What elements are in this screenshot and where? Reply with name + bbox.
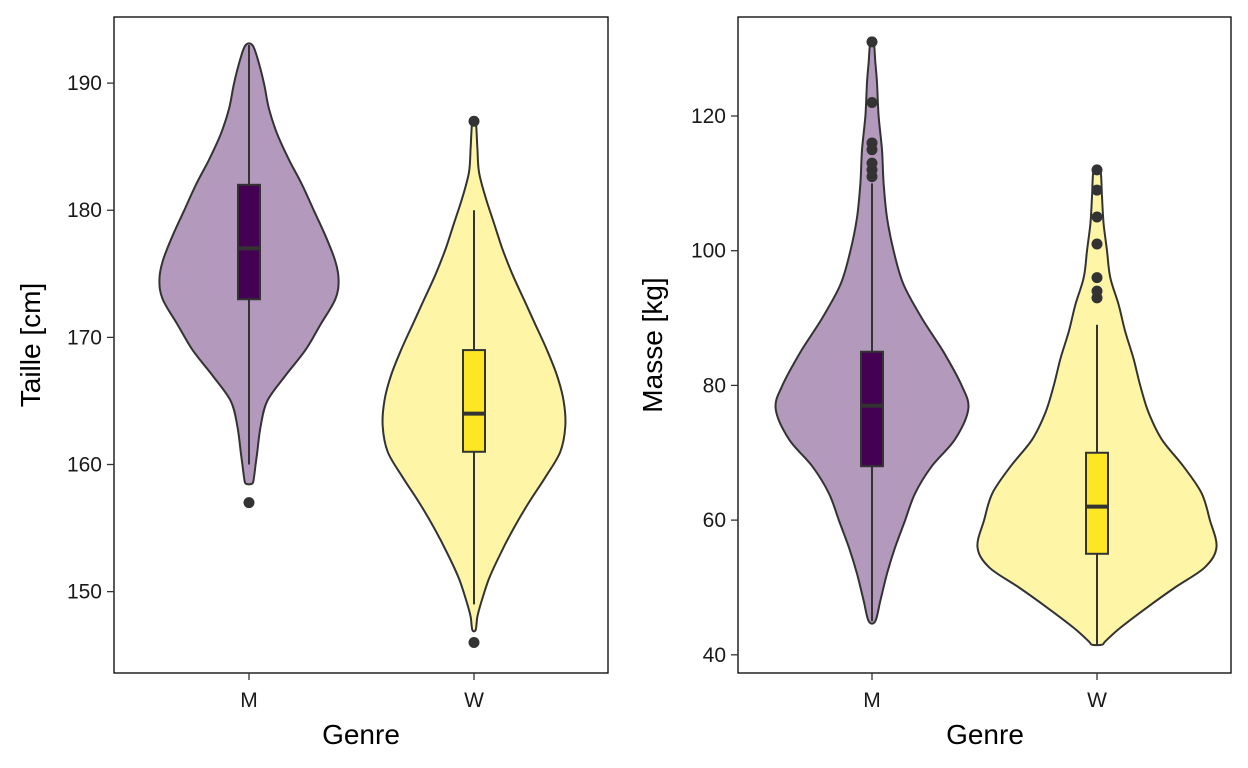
x-tick-label: W bbox=[464, 689, 484, 712]
outlier-point bbox=[866, 36, 878, 48]
outlier-point bbox=[468, 636, 480, 648]
x-axis-title: Genre bbox=[322, 719, 400, 750]
outlier-point bbox=[1091, 211, 1103, 223]
box-W bbox=[462, 349, 486, 453]
box-W bbox=[1085, 451, 1109, 555]
y-tick-label: 40 bbox=[703, 644, 726, 667]
outlier-point bbox=[1091, 184, 1103, 196]
panel-masse: 40 60 80 100 120 M W Genre Masse [kg] bbox=[637, 16, 1232, 750]
y-tick-label: 170 bbox=[67, 326, 102, 349]
outlier-point bbox=[1091, 164, 1103, 176]
outlier-point bbox=[1091, 238, 1103, 250]
y-tick-label: 150 bbox=[67, 581, 102, 604]
y-tick-label: 160 bbox=[67, 454, 102, 477]
y-tick-label: 180 bbox=[67, 199, 102, 222]
outlier-point bbox=[468, 115, 480, 127]
y-tick-label: 100 bbox=[691, 240, 726, 263]
y-tick-label: 60 bbox=[703, 509, 726, 532]
outlier-point bbox=[1091, 285, 1103, 297]
y-axis-title: Taille [cm] bbox=[15, 283, 46, 407]
outlier-point bbox=[866, 157, 878, 169]
outlier-point bbox=[866, 137, 878, 149]
panel-taille: 150 160 170 180 190 M W Genre Taille [cm] bbox=[15, 16, 609, 750]
y-tick-label: 120 bbox=[691, 105, 726, 128]
outlier-point bbox=[1091, 272, 1103, 284]
plot-area: 150 160 170 180 190 M W bbox=[67, 42, 567, 712]
x-tick-label: M bbox=[863, 689, 881, 712]
box-M bbox=[237, 183, 261, 301]
outlier-point bbox=[866, 97, 878, 109]
outlier-point bbox=[243, 497, 255, 509]
plot-area: 40 60 80 100 120 M W bbox=[691, 36, 1218, 712]
x-axis-title: Genre bbox=[946, 719, 1024, 750]
y-axis-title: Masse [kg] bbox=[637, 277, 668, 412]
x-tick-label: W bbox=[1087, 689, 1107, 712]
box-M bbox=[860, 350, 884, 468]
x-tick-label: M bbox=[240, 689, 258, 712]
y-tick-label: 80 bbox=[703, 374, 726, 397]
y-tick-label: 190 bbox=[67, 72, 102, 95]
